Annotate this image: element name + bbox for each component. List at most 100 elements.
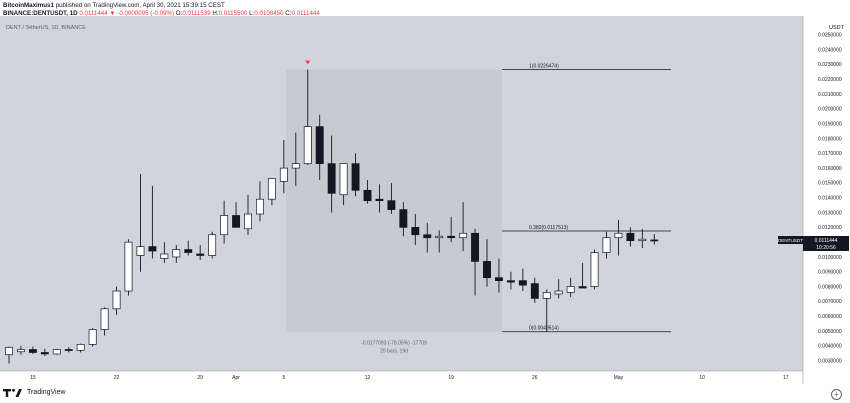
candle-body-44 xyxy=(530,283,539,299)
candle-body-38 xyxy=(459,232,468,239)
candle-body-5 xyxy=(64,349,73,351)
price-tick-12: 0.0130000 xyxy=(818,210,842,216)
time-tick-8: May xyxy=(614,375,624,381)
candlestick-chart[interactable]: DENT / TetherUS, 1D, BINANCE USDT -0.017… xyxy=(0,16,850,384)
candle-body-17 xyxy=(208,234,217,256)
price-tick-10: 0.0150000 xyxy=(818,181,842,187)
candle-body-0 xyxy=(5,346,13,356)
time-tick-6: 19 xyxy=(448,375,454,381)
price-tick-2: 0.0230000 xyxy=(818,62,842,68)
candle-body-16 xyxy=(196,253,205,256)
candle-body-24 xyxy=(291,163,300,169)
candle-body-54 xyxy=(650,239,659,242)
candle-body-48 xyxy=(578,286,587,289)
open-value: 0.0111539 xyxy=(182,10,211,17)
price-tick-18: 0.0070000 xyxy=(818,299,842,305)
price-tick-16: 0.0090000 xyxy=(818,270,842,276)
candle-body-41 xyxy=(495,277,503,282)
price-tick-8: 0.0170000 xyxy=(818,151,842,157)
candle-body-52 xyxy=(626,232,635,242)
price-tick-0: 0.0250000 xyxy=(818,33,842,39)
time-tick-2: 29 xyxy=(197,375,203,381)
time-tick-4: 5 xyxy=(282,375,285,381)
last-price-countdown: 10:20:56 xyxy=(816,245,836,251)
price-tick-17: 0.0080000 xyxy=(818,284,842,290)
candle-body-6 xyxy=(76,343,85,351)
candle-body-22 xyxy=(267,178,276,200)
sell-marker-arrow-icon xyxy=(305,60,311,65)
last-price-symbol: DENTUSDT xyxy=(778,238,803,243)
last-price-value: 0.0111444 xyxy=(815,238,838,244)
candle-body-19 xyxy=(232,215,240,228)
price-axis-unit: USDT xyxy=(829,25,845,31)
time-tick-1: 22 xyxy=(114,375,120,381)
time-tick-9: 10 xyxy=(699,375,705,381)
price-tick-1: 0.0240000 xyxy=(818,47,842,53)
candle-body-4 xyxy=(52,349,61,355)
fib-label-0: 1(0.0226474) xyxy=(529,64,559,70)
price-axis-background xyxy=(803,16,850,384)
candle-body-39 xyxy=(471,232,480,262)
candle-body-2 xyxy=(28,349,37,353)
price-tick-11: 0.0140000 xyxy=(818,196,842,202)
candle-body-50 xyxy=(602,237,611,253)
published-text: published on TradingView.com, April 30, … xyxy=(55,2,225,9)
candle-body-36 xyxy=(435,235,444,239)
range-box-label-2: 20 bars, 19d xyxy=(380,349,408,355)
change-value: ▼ -0.0000095 (-0.09%) xyxy=(109,10,175,17)
candle-body-42 xyxy=(506,280,515,283)
candle-body-15 xyxy=(184,249,193,253)
candle-body-34 xyxy=(411,226,420,236)
time-tick-0: 15 xyxy=(30,375,36,381)
candle-body-33 xyxy=(399,209,408,228)
high-value: 0.0115500 xyxy=(218,10,248,17)
candle-body-45 xyxy=(542,292,551,299)
price-tick-4: 0.0210000 xyxy=(818,92,842,98)
time-tick-5: 12 xyxy=(365,375,371,381)
zoom-plus-icon[interactable]: + xyxy=(831,389,842,400)
price-axis[interactable]: 0.0250000 0.0240000 0.0230000 0.0220000 0.02… xyxy=(818,33,842,365)
last-value: 0.0111444 xyxy=(79,10,108,17)
price-tick-3: 0.0220000 xyxy=(818,77,842,83)
time-axis[interactable]: 15 22 29 Apr 5 12 19 26 May 10 17 xyxy=(30,375,789,381)
fib-label-1: 0.382(0.0117513) xyxy=(529,225,568,231)
range-box-layer: -0.0177093 (-78.05%) -17709 20 bars, 19d xyxy=(286,69,502,355)
candle-body-8 xyxy=(100,308,109,330)
close-value: 0.0111444 xyxy=(291,10,320,17)
price-tick-5: 0.0200000 xyxy=(818,107,842,113)
candle-body-11 xyxy=(136,246,145,256)
time-axis-background xyxy=(0,371,803,384)
candle-body-1 xyxy=(17,349,25,353)
candle-body-21 xyxy=(256,198,264,215)
price-tick-21: 0.0040000 xyxy=(818,344,842,350)
time-tick-3: Apr xyxy=(232,375,240,381)
candle-body-7 xyxy=(88,329,97,345)
candle-body-25 xyxy=(303,126,312,165)
author[interactable]: BitcoinMaximus1 xyxy=(3,2,54,9)
range-box-label-1: -0.0177093 (-78.05%) -17709 xyxy=(361,341,427,347)
candle-body-51 xyxy=(614,232,623,239)
candle-body-31 xyxy=(375,198,384,202)
candle-body-40 xyxy=(483,261,491,279)
price-tick-15: 0.0100000 xyxy=(818,255,842,261)
time-tick-7: 26 xyxy=(532,375,538,381)
footer-brand: TradingView xyxy=(27,389,66,396)
chart-title: DENT / TetherUS, 1D, BINANCE xyxy=(6,25,86,31)
candle-body-35 xyxy=(423,234,432,239)
header-line-1: BitcoinMaximus1 published on TradingView… xyxy=(3,2,225,9)
candle-body-37 xyxy=(447,235,456,239)
candle-body-18 xyxy=(220,215,229,236)
candle-body-46 xyxy=(554,290,563,295)
candle-body-29 xyxy=(351,163,360,191)
price-tick-6: 0.0190000 xyxy=(818,121,842,127)
candle-body-47 xyxy=(566,286,575,293)
candle-body-3 xyxy=(40,352,49,355)
fib-label-2: 0(0.0049514) xyxy=(529,326,559,332)
tradingview-logo-icon xyxy=(3,388,22,397)
candle-body-20 xyxy=(244,213,252,230)
price-tick-22: 0.0030000 xyxy=(818,358,842,364)
candles-layer xyxy=(5,60,659,364)
header-line-2: BINANCE:DENTUSDT, 1D 0.0111444 ▼ -0.0000… xyxy=(3,10,320,17)
price-tick-13: 0.0120000 xyxy=(818,225,842,231)
